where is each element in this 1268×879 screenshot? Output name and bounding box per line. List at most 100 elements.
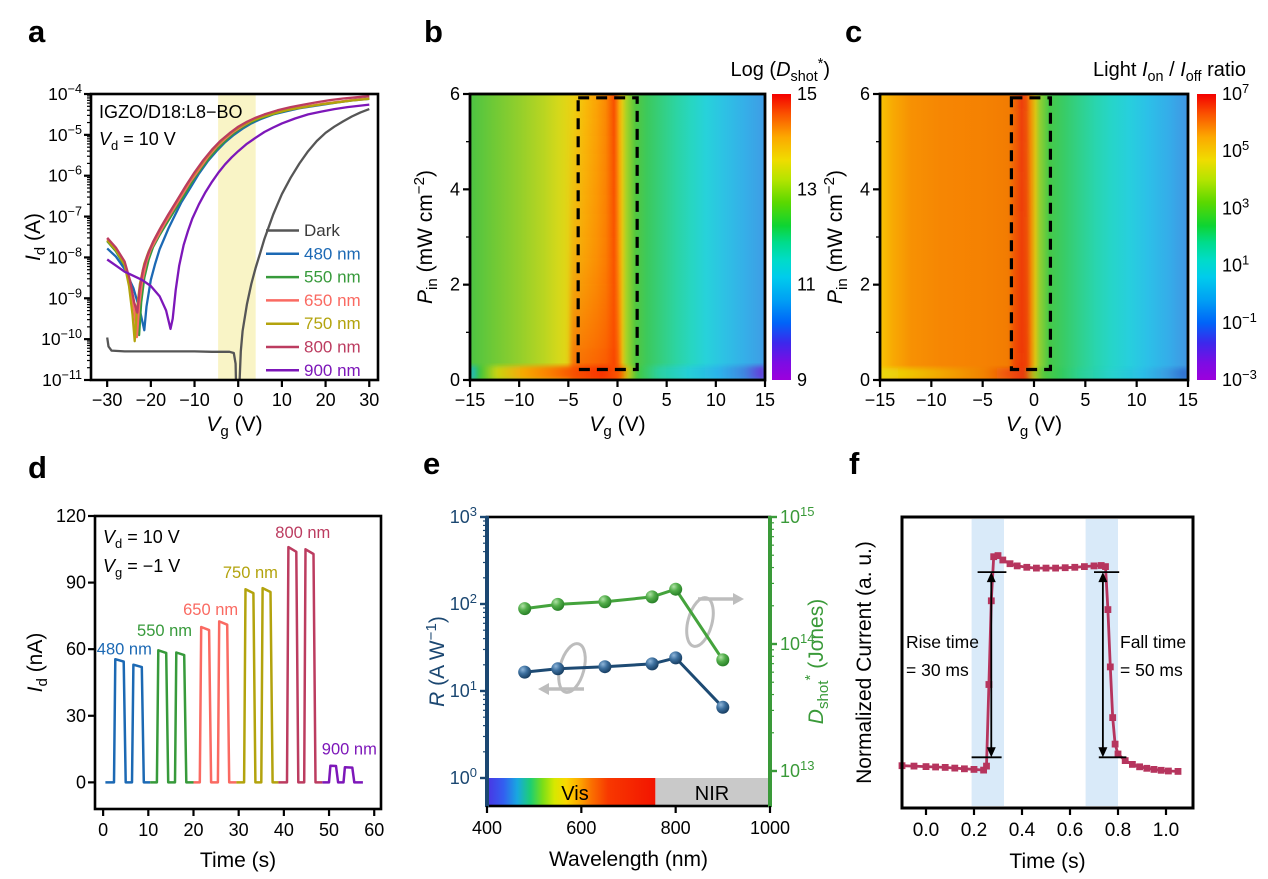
legend-label-750nm: 750 nm	[304, 314, 361, 333]
panel-b-label: b	[424, 14, 443, 49]
panel-d-annotation-0: Vd = 10 V	[103, 527, 180, 551]
svg-text:15: 15	[755, 390, 775, 410]
panel-e-chart: Vis NIR 103 102 101 100 1015 1014 1013 400 600 800 1…	[423, 504, 832, 871]
svg-text:101: 101	[1222, 253, 1249, 276]
nir-label: NIR	[695, 783, 729, 805]
panel-b-ylabel: Pin (mW cm−2)	[411, 170, 441, 304]
svg-text:13: 13	[797, 179, 817, 199]
panel-f-ylabel: Normalized Current (a. u.)	[853, 541, 876, 784]
legend-label-550nm: 550 nm	[304, 268, 361, 287]
svg-text:103: 103	[450, 504, 477, 527]
svg-text:0: 0	[612, 390, 622, 410]
svg-text:1014: 1014	[780, 631, 815, 654]
panel-a-ylabel: Id (A)	[22, 213, 49, 261]
svg-text:90: 90	[66, 573, 86, 593]
svg-text:0.2: 0.2	[961, 820, 987, 841]
svg-text:105: 105	[1222, 138, 1249, 161]
roi-dashed-box	[1009, 96, 1053, 372]
panel-c-ylabel: Pin (mW cm−2)	[821, 170, 851, 304]
roi-dashed-box	[576, 96, 639, 372]
svg-text:10: 10	[1127, 390, 1147, 410]
pulse-label-900nm: 900 nm	[322, 741, 377, 759]
panel-f-annotation-0-0: Rise time	[906, 632, 979, 652]
svg-text:30: 30	[66, 706, 86, 726]
panel-f-chart: Rise time = 30 ms Fall time = 50 ms 0.0 0.2 0.…	[853, 515, 1195, 873]
panel-a-annotation-1: Vd = 10 V	[99, 129, 176, 153]
svg-text:−20: −20	[136, 390, 167, 410]
panel-c-label: c	[845, 14, 863, 49]
svg-text:30: 30	[229, 820, 249, 840]
svg-text:600: 600	[566, 818, 596, 838]
svg-text:0: 0	[860, 370, 870, 390]
svg-text:10−1: 10−1	[1222, 310, 1257, 333]
panel-a-annotation-0: IGZO/D18:L8−BO	[99, 102, 243, 122]
legend-label-650nm: 650 nm	[304, 291, 361, 310]
svg-text:1013: 1013	[780, 758, 815, 781]
svg-text:9: 9	[797, 370, 807, 390]
normalized-current-line	[901, 554, 1179, 773]
vis-spectrum-band	[487, 778, 656, 806]
svg-text:10: 10	[706, 390, 726, 410]
svg-text:102: 102	[450, 591, 477, 614]
svg-text:100: 100	[450, 765, 477, 788]
svg-text:5: 5	[662, 390, 672, 410]
legend-label-Dark: Dark	[304, 221, 340, 240]
colorbar	[772, 94, 791, 380]
svg-text:10−6: 10−6	[48, 164, 82, 186]
svg-text:0: 0	[98, 820, 108, 840]
heatmap-surface	[880, 94, 1188, 380]
panel-e-right-ylabel: Dshot* (Jones)	[802, 599, 832, 724]
svg-text:6: 6	[860, 84, 870, 104]
svg-text:101: 101	[450, 678, 477, 701]
pulse-800nm	[278, 545, 323, 784]
panel-d-annotation-1: Vg = −1 V	[103, 556, 180, 580]
colorbar	[1197, 94, 1216, 380]
legend-label-900nm: 900 nm	[304, 361, 361, 380]
svg-text:−15: −15	[455, 390, 486, 410]
svg-text:107: 107	[1222, 81, 1249, 104]
svg-text:10−4: 10−4	[48, 82, 82, 104]
svg-text:−5: −5	[972, 390, 993, 410]
pulse-900nm	[322, 764, 363, 784]
svg-text:20: 20	[316, 390, 336, 410]
svg-text:0.6: 0.6	[1057, 820, 1083, 841]
series-Dshot-marker	[598, 595, 612, 609]
panel-e-label: e	[423, 446, 441, 481]
svg-text:400: 400	[472, 818, 502, 838]
svg-text:1000: 1000	[750, 818, 790, 838]
svg-text:40: 40	[274, 820, 294, 840]
svg-text:10−10: 10−10	[41, 327, 82, 349]
panel-f-annotation-0-1: = 30 ms	[906, 660, 969, 680]
panel-d-label: d	[28, 450, 47, 485]
svg-text:0.8: 0.8	[1105, 820, 1131, 841]
axis-indicator-ellipse	[685, 596, 715, 648]
series-R-marker	[645, 657, 659, 671]
series-R-marker	[598, 660, 612, 674]
pulse-label-480nm: 480 nm	[97, 641, 152, 659]
svg-text:0: 0	[233, 390, 243, 410]
svg-text:30: 30	[359, 390, 379, 410]
legend-label-800nm: 800 nm	[304, 338, 361, 357]
pulse-480nm	[105, 657, 151, 784]
panel-f-annotation-1-0: Fall time	[1120, 632, 1186, 652]
svg-text:−10: −10	[179, 390, 210, 410]
series-800nm-line	[106, 94, 370, 314]
svg-text:120: 120	[56, 506, 86, 526]
svg-text:4: 4	[450, 179, 460, 199]
svg-text:10: 10	[272, 390, 292, 410]
series-900nm-line	[106, 103, 370, 331]
svg-text:103: 103	[1222, 195, 1249, 218]
panel-f-annotation-1-1: = 50 ms	[1120, 660, 1183, 680]
svg-text:5: 5	[1080, 390, 1090, 410]
series-R-marker	[669, 651, 683, 665]
svg-text:−5: −5	[558, 390, 579, 410]
panel-a-label: a	[28, 14, 46, 49]
series-Dshot-marker	[518, 602, 532, 616]
svg-text:0: 0	[450, 370, 460, 390]
series-Dshot-marker	[669, 582, 683, 596]
panel-a-xlabel: Vg (V)	[206, 413, 262, 440]
svg-text:60: 60	[364, 820, 384, 840]
